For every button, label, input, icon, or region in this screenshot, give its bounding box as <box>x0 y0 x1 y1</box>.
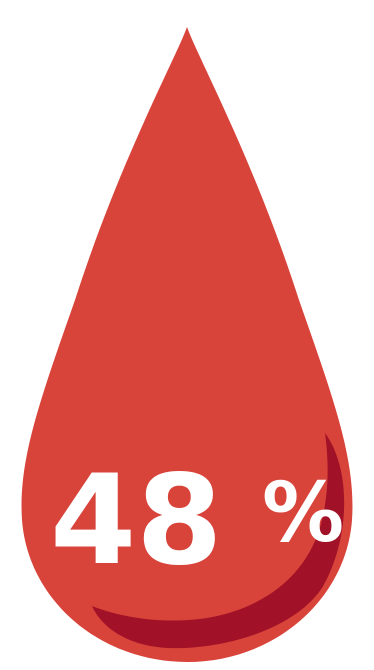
drop-highlight-shape <box>92 433 345 649</box>
percentage-unit: % <box>262 466 344 561</box>
percentage-value: 48 <box>50 449 223 593</box>
blood-drop-icon <box>21 27 353 662</box>
